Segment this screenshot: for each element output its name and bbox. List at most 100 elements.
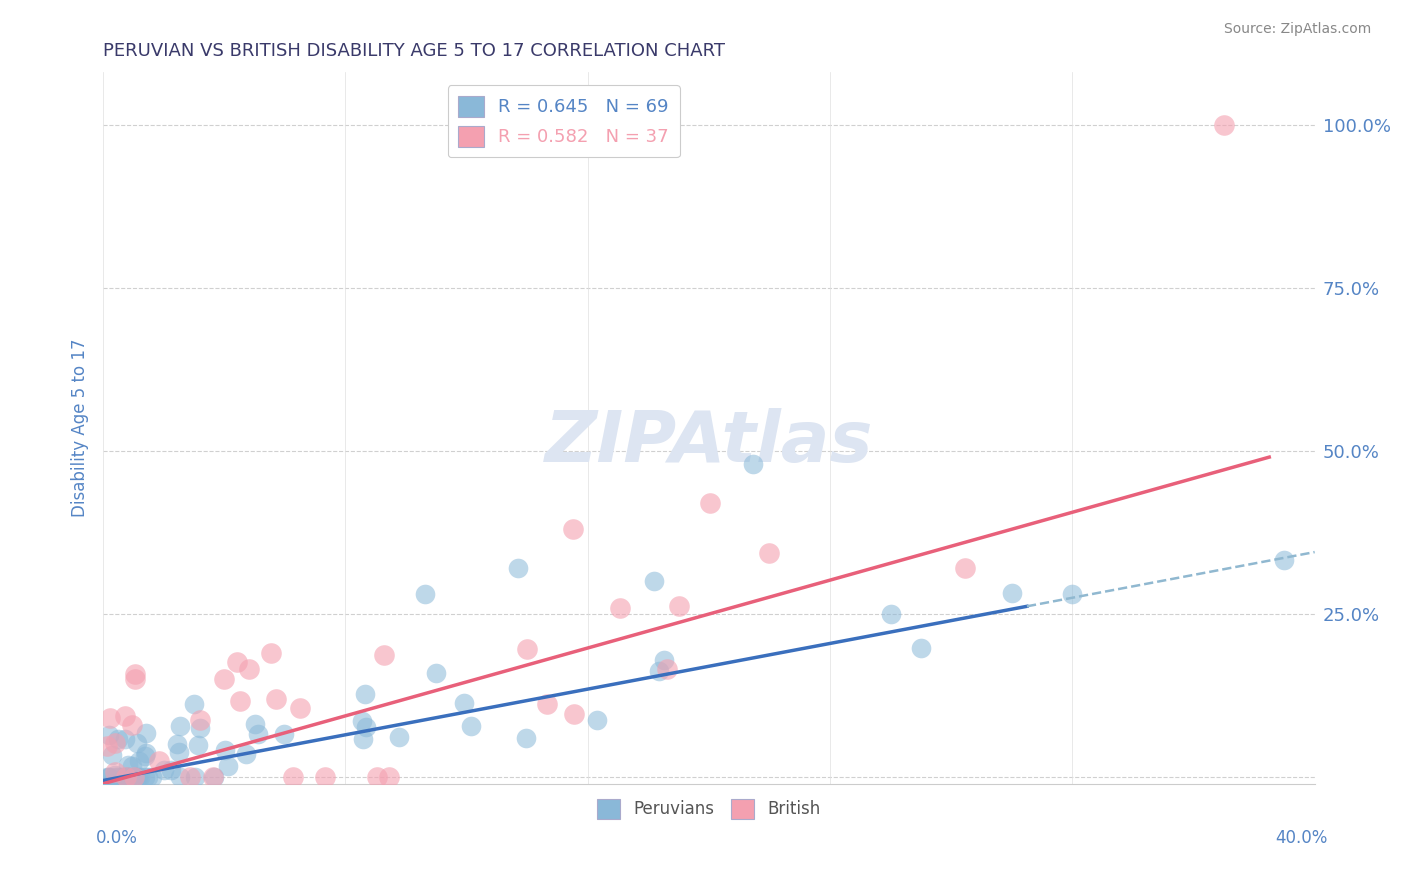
Point: [136, 770, 159, 784]
Point: [652, 653, 675, 667]
Point: [188, 713, 211, 727]
Point: [159, 763, 181, 777]
Point: [98, 770, 121, 784]
Point: [758, 546, 780, 560]
Point: [129, 770, 152, 784]
Point: [378, 770, 401, 784]
Point: [225, 655, 247, 669]
Point: [266, 692, 288, 706]
Point: [281, 770, 304, 784]
Point: [356, 720, 378, 734]
Point: [124, 770, 146, 784]
Point: [1062, 587, 1084, 601]
Point: [187, 738, 209, 752]
Point: [655, 662, 678, 676]
Point: [125, 736, 148, 750]
Point: [352, 732, 374, 747]
Point: [910, 641, 932, 656]
Point: [124, 672, 146, 686]
Point: [153, 764, 176, 778]
Point: [354, 687, 377, 701]
Point: [114, 770, 136, 784]
Point: [98, 711, 121, 725]
Point: [118, 770, 141, 784]
Point: [115, 770, 138, 784]
Point: [879, 607, 901, 621]
Point: [260, 646, 283, 660]
Point: [536, 697, 558, 711]
Point: [1212, 118, 1234, 132]
Point: [118, 770, 141, 784]
Point: [169, 719, 191, 733]
Text: 0.0%: 0.0%: [96, 829, 138, 847]
Point: [373, 648, 395, 663]
Point: [668, 599, 690, 613]
Point: [169, 770, 191, 784]
Point: [273, 726, 295, 740]
Point: [135, 746, 157, 760]
Point: [415, 587, 437, 601]
Point: [202, 770, 225, 784]
Point: [141, 770, 163, 784]
Point: [167, 745, 190, 759]
Point: [107, 731, 129, 746]
Point: [229, 694, 252, 708]
Point: [121, 717, 143, 731]
Point: [246, 726, 269, 740]
Point: [562, 522, 585, 536]
Point: [121, 759, 143, 773]
Point: [648, 664, 671, 678]
Point: [508, 561, 530, 575]
Point: [115, 770, 138, 784]
Point: [96, 770, 118, 784]
Legend: Peruvians, British: Peruvians, British: [591, 793, 828, 825]
Point: [425, 665, 447, 680]
Point: [188, 722, 211, 736]
Point: [366, 770, 388, 784]
Point: [124, 666, 146, 681]
Point: [699, 496, 721, 510]
Point: [387, 730, 409, 744]
Point: [107, 770, 129, 784]
Point: [134, 770, 156, 784]
Point: [98, 728, 121, 742]
Text: PERUVIAN VS BRITISH DISABILITY AGE 5 TO 17 CORRELATION CHART: PERUVIAN VS BRITISH DISABILITY AGE 5 TO …: [103, 42, 725, 60]
Point: [101, 748, 124, 763]
Y-axis label: Disability Age 5 to 17: Disability Age 5 to 17: [72, 339, 89, 517]
Point: [516, 642, 538, 657]
Point: [515, 731, 537, 746]
Point: [104, 736, 127, 750]
Point: [134, 748, 156, 763]
Point: [214, 673, 236, 687]
Point: [166, 737, 188, 751]
Point: [742, 457, 765, 471]
Point: [453, 696, 475, 710]
Point: [184, 770, 207, 784]
Point: [609, 601, 631, 615]
Point: [111, 770, 134, 784]
Point: [117, 770, 139, 784]
Point: [96, 739, 118, 754]
Point: [460, 719, 482, 733]
Text: 40.0%: 40.0%: [1275, 829, 1327, 847]
Text: Source: ZipAtlas.com: Source: ZipAtlas.com: [1223, 22, 1371, 37]
Point: [243, 717, 266, 731]
Point: [124, 770, 146, 784]
Text: ZIPAtlas: ZIPAtlas: [544, 408, 873, 477]
Point: [117, 770, 139, 784]
Point: [148, 755, 170, 769]
Point: [643, 574, 665, 589]
Point: [97, 770, 120, 784]
Point: [135, 726, 157, 740]
Point: [104, 770, 127, 784]
Point: [214, 742, 236, 756]
Point: [217, 759, 239, 773]
Point: [1272, 553, 1295, 567]
Point: [104, 768, 127, 782]
Point: [114, 731, 136, 746]
Point: [1001, 585, 1024, 599]
Point: [104, 764, 127, 779]
Point: [350, 714, 373, 729]
Point: [179, 770, 201, 784]
Point: [183, 698, 205, 712]
